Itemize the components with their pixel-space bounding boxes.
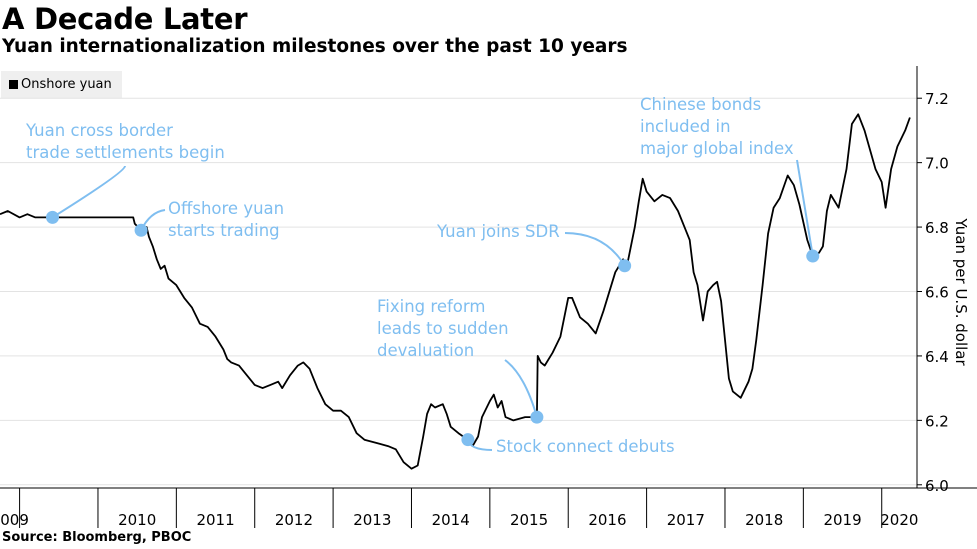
- x-tick-label: 2011: [196, 511, 234, 529]
- annotation-label: Yuan joins SDR: [436, 222, 560, 241]
- chart-title: A Decade Later: [2, 2, 248, 36]
- annotation-line: Fixing reform: [377, 297, 485, 316]
- annotation-label: Stock connect debuts: [496, 437, 675, 456]
- annotation-line: included in: [640, 117, 731, 136]
- legend-label: Onshore yuan: [21, 77, 112, 92]
- y-tick-label: 6.4: [925, 348, 949, 366]
- annotation-label: Fixing reform leads to sudden devaluation: [377, 297, 509, 360]
- annotation-leader: [51, 165, 126, 219]
- y-tick-label: 6.0: [925, 477, 949, 495]
- legend-swatch: [9, 80, 18, 89]
- x-axis: 2009 2010 2011 2012 2013 2014 2015 2016 2017 2018…: [0, 487, 977, 529]
- x-tick-label: 2016: [588, 511, 626, 529]
- annotation-label: Offshore yuan starts trading: [168, 199, 284, 240]
- annotation-leader: [504, 359, 538, 418]
- annotation-dot: [46, 210, 60, 224]
- annotation-line: Yuan joins SDR: [436, 222, 560, 241]
- annotation: Chinese bonds included in major global ind…: [640, 95, 820, 263]
- x-tick-label: 2012: [275, 511, 313, 529]
- x-tick-label: 2020: [880, 511, 918, 529]
- x-tick-label: 2017: [667, 511, 705, 529]
- chart-subtitle: Yuan internationalization milestones ove…: [2, 36, 628, 57]
- x-tick-label: 2009: [0, 511, 29, 529]
- x-tick-label: 2015: [510, 511, 548, 529]
- series-line-onshore-yuan: [0, 113, 911, 470]
- x-tick-label: 2014: [432, 511, 470, 529]
- annotation: Fixing reform leads to sudden devaluation: [377, 297, 544, 424]
- annotation: Yuan cross border trade settlements begin: [25, 121, 225, 224]
- annotation-line: Chinese bonds: [640, 95, 761, 114]
- annotations-group: Yuan cross border trade settlements begin…: [25, 95, 820, 456]
- annotation-leader: [564, 232, 626, 267]
- annotation-line: Stock connect debuts: [496, 437, 675, 456]
- annotation-line: Offshore yuan: [168, 199, 284, 218]
- annotation-line: starts trading: [168, 221, 280, 240]
- annotation-dot: [618, 259, 632, 273]
- annotation-label: Chinese bonds included in major global ind…: [640, 95, 794, 158]
- annotation-dot: [134, 223, 148, 237]
- annotation-leader: [796, 159, 814, 257]
- annotation-line: leads to sudden: [377, 319, 509, 338]
- annotation-dot: [461, 433, 475, 447]
- y-axis-label: Yuan per U.S. dollar: [952, 217, 970, 366]
- x-tick-label: 2018: [745, 511, 783, 529]
- legend: Onshore yuan: [1, 71, 122, 98]
- annotation-label: Yuan cross border trade settlements begin: [25, 121, 225, 162]
- annotation-line: Yuan cross border: [25, 121, 173, 140]
- annotation-line: devaluation: [377, 341, 474, 360]
- annotation-line: trade settlements begin: [26, 143, 225, 162]
- y-tick-label: 6.2: [925, 412, 949, 430]
- x-tick-label: 2010: [118, 511, 156, 529]
- y-axis: 6.0 6.2 6.4 6.6 6.8 7.0 7.2: [916, 66, 949, 495]
- annotation: Offshore yuan starts trading: [134, 199, 284, 240]
- y-tick-label: 6.8: [925, 219, 949, 237]
- x-tick-label: 2019: [823, 511, 861, 529]
- x-tick-label: 2013: [353, 511, 391, 529]
- annotation-dot: [530, 410, 544, 424]
- annotation: Stock connect debuts: [461, 433, 675, 456]
- gridlines: [0, 97, 917, 486]
- annotation-line: major global index: [640, 139, 794, 158]
- y-tick-label: 6.6: [925, 283, 949, 301]
- annotation-dot: [806, 249, 820, 263]
- series-group: [0, 113, 911, 470]
- annotation: Yuan joins SDR: [436, 222, 632, 273]
- y-tick-label: 7.0: [925, 155, 949, 173]
- y-tick-label: 7.2: [925, 90, 949, 108]
- source-note: Source: Bloomberg, PBOC: [2, 530, 192, 545]
